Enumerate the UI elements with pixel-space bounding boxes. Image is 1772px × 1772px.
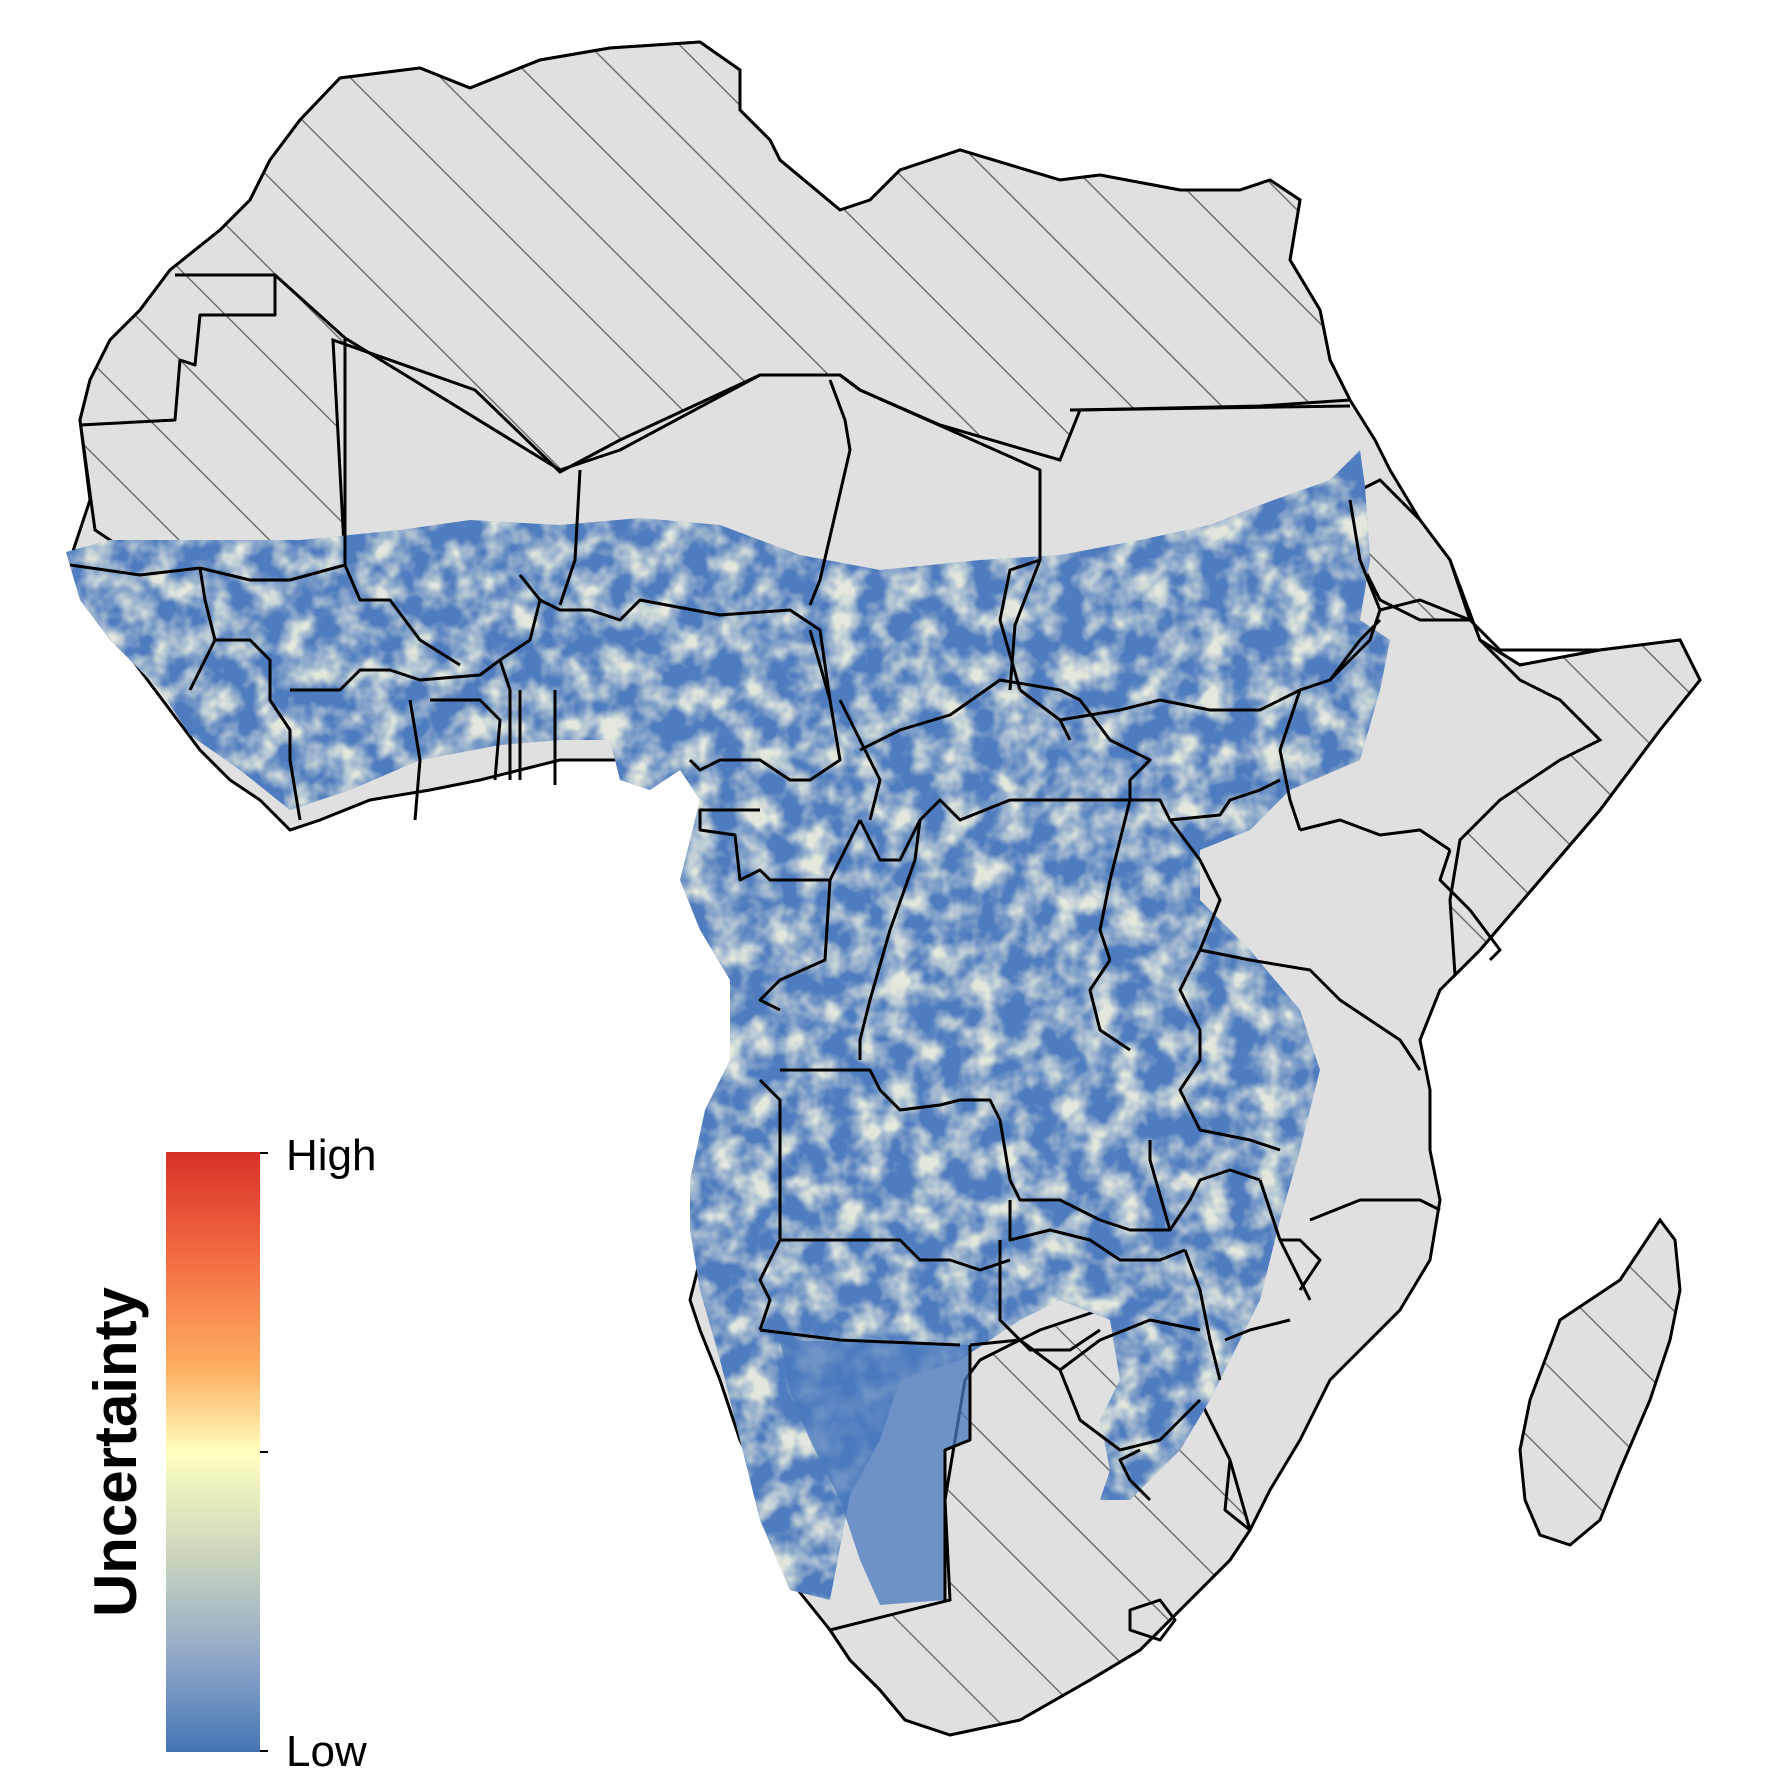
- excluded-eritrea-djibouti: [1358, 478, 1473, 622]
- legend-low-label: Low: [286, 1727, 367, 1772]
- excluded-regions: [78, 40, 1702, 1737]
- legend-colorbar: [166, 1152, 260, 1752]
- legend-title: Uncertainty: [82, 1286, 149, 1617]
- excluded-horn: [1448, 638, 1702, 979]
- legend-high-label: High: [286, 1131, 377, 1180]
- country-borders: [69, 273, 1600, 1642]
- region-namibia: [780, 1340, 970, 1605]
- legend: High Low Uncertainty: [82, 1131, 377, 1772]
- excluded-madagascar: [1518, 1217, 1682, 1547]
